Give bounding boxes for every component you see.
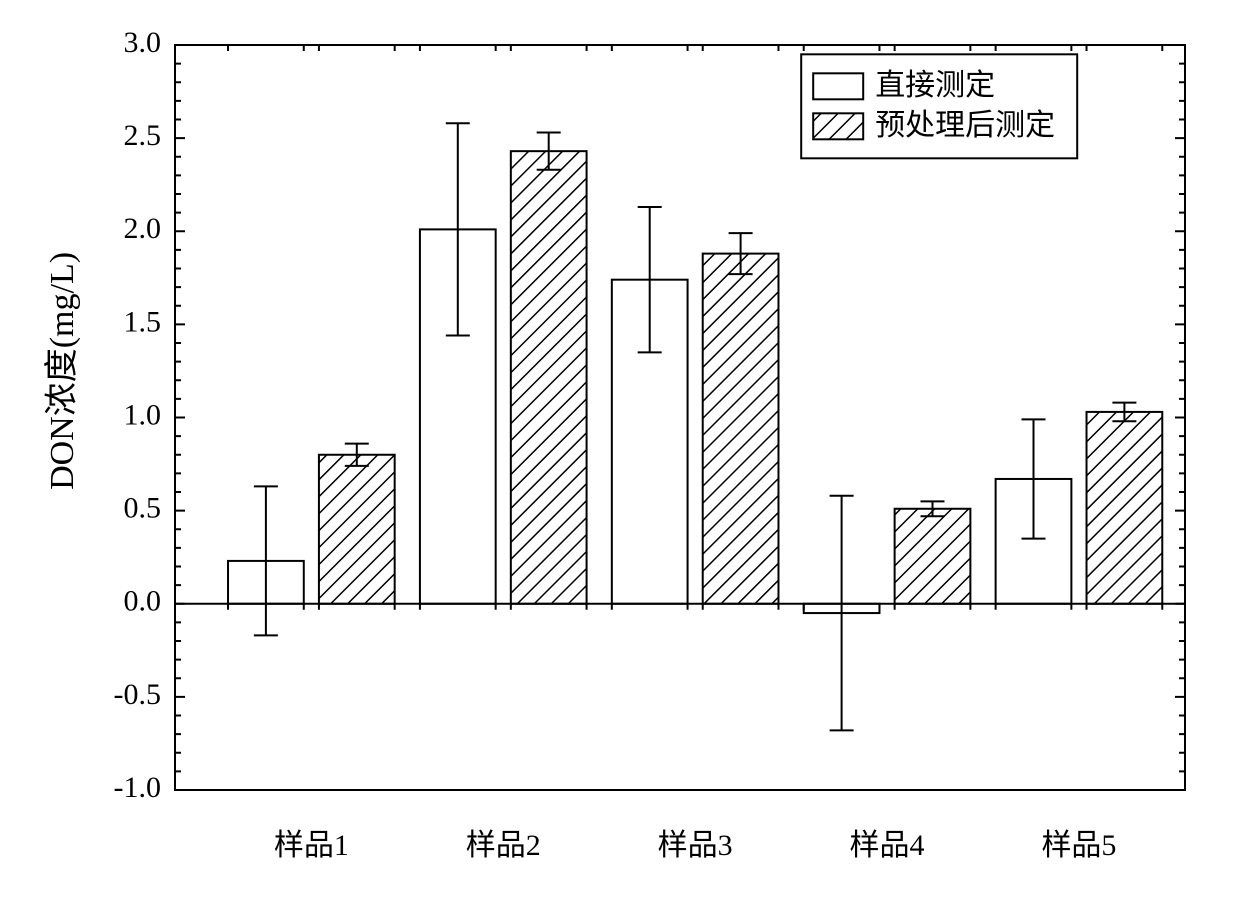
legend-swatch (813, 73, 863, 99)
bar-series1-cat3 (895, 509, 971, 604)
ytick-label: -1.0 (114, 771, 162, 804)
bar-series1-cat0 (319, 455, 395, 604)
bar-series1-cat4 (1087, 412, 1163, 604)
don-concentration-bar-chart: -1.0 -0.5 0.0 0.5 1.0 1.5 2.0 2.5 3.0 DON浓度(mg/L)… (0, 0, 1239, 911)
bar-series1-cat1 (511, 151, 587, 604)
x-category-label: 样品2 (466, 829, 541, 862)
ytick-label: 2.0 (124, 212, 162, 245)
legend-label: 直接测定 (875, 69, 995, 102)
legend-label: 预处理后测定 (875, 109, 1055, 142)
x-category-label: 样品3 (658, 829, 733, 862)
ytick-label: 1.5 (124, 305, 162, 338)
x-category-label: 样品4 (850, 829, 925, 862)
ytick-label: 1.0 (124, 398, 162, 431)
ytick-label: 3.0 (124, 26, 162, 59)
x-category-label: 样品5 (1041, 829, 1116, 862)
bar-series1-cat2 (703, 254, 779, 604)
ytick-label: 2.5 (124, 119, 162, 152)
ytick-label: 0.5 (124, 492, 162, 525)
ytick-label: 0.0 (124, 585, 162, 618)
ytick-label: -0.5 (114, 678, 162, 711)
legend-swatch (813, 113, 863, 139)
x-category-label: 样品1 (274, 829, 349, 862)
y-axis-label: DON浓度(mg/L) (43, 252, 81, 490)
